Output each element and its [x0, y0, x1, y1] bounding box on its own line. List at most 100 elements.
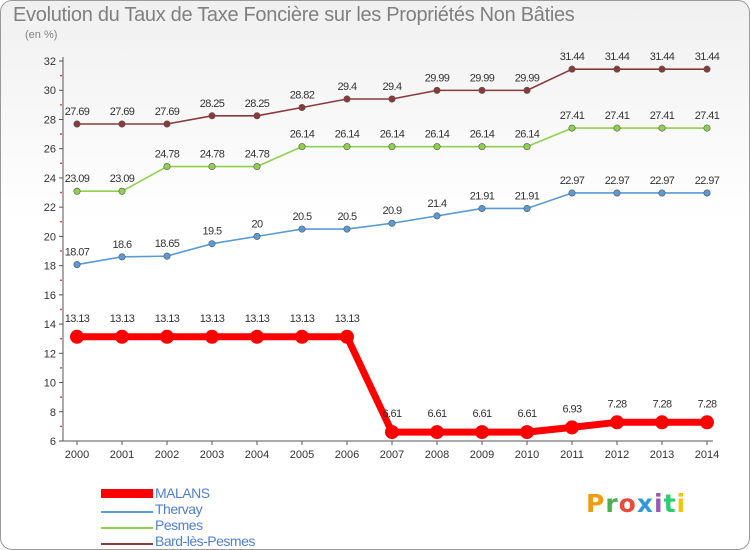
data-label-pesmes: 26.14	[380, 129, 405, 141]
data-point-bard-l-s-pesmes	[388, 95, 396, 103]
data-point-bard-l-s-pesmes	[568, 65, 576, 73]
x-tick-label: 2004	[245, 449, 269, 461]
data-label-pesmes: 23.09	[65, 173, 90, 185]
legend-swatch	[101, 511, 153, 513]
data-point-bard-l-s-pesmes	[703, 65, 711, 73]
data-point-malans	[115, 329, 129, 344]
data-label-thervay: 22.97	[695, 175, 720, 187]
data-label-pesmes: 26.14	[425, 129, 450, 141]
data-point-bard-l-s-pesmes	[433, 86, 441, 94]
data-point-thervay	[73, 261, 81, 269]
x-tick-label: 2008	[425, 449, 449, 461]
data-label-pesmes: 24.78	[245, 149, 270, 161]
data-point-malans	[295, 329, 309, 344]
y-tick-label: 22	[44, 202, 56, 214]
x-tick-label: 2000	[65, 449, 89, 461]
data-point-thervay	[163, 252, 171, 260]
data-point-malans	[520, 425, 534, 440]
data-point-pesmes	[568, 124, 576, 132]
logo-letter: t	[663, 489, 677, 518]
data-point-malans	[205, 329, 219, 344]
y-tick-label: 14	[44, 319, 56, 331]
y-tick-label: 30	[44, 85, 56, 97]
y-tick-label: 32	[44, 56, 56, 68]
y-tick-label: 10	[44, 378, 56, 390]
data-label-malans: 6.61	[472, 408, 491, 420]
data-label-malans: 13.13	[290, 313, 315, 325]
data-point-thervay	[343, 225, 351, 233]
data-label-thervay: 22.97	[650, 175, 675, 187]
data-point-bard-l-s-pesmes	[613, 65, 621, 73]
logo-letter: o	[618, 489, 637, 518]
y-minor-tick	[60, 279, 62, 282]
data-point-bard-l-s-pesmes	[658, 65, 666, 73]
data-point-malans	[610, 415, 624, 430]
x-tick-label: 2007	[380, 449, 404, 461]
data-point-thervay	[523, 204, 531, 212]
legend-swatch	[101, 543, 153, 545]
x-tick-label: 2014	[695, 449, 719, 461]
series-line-thervay	[76, 192, 707, 266]
logo-letter: x	[636, 489, 654, 518]
data-label-thervay: 18.07	[65, 247, 90, 259]
x-tick-label: 2005	[290, 449, 314, 461]
data-point-bard-l-s-pesmes	[253, 112, 261, 120]
data-point-malans	[385, 425, 399, 440]
data-label-pesmes: 23.09	[110, 173, 135, 185]
y-minor-tick	[60, 250, 62, 252]
data-label-pesmes: 26.14	[515, 129, 540, 141]
data-label-malans: 7.28	[607, 398, 626, 410]
data-label-malans: 6.61	[427, 408, 446, 420]
data-label-thervay: 18.65	[155, 238, 180, 250]
data-label-bard-l-s-pesmes: 29.99	[470, 72, 495, 84]
logo-letter: i	[676, 489, 687, 518]
y-minor-tick	[60, 425, 62, 428]
data-point-malans	[565, 420, 579, 435]
logo-letter: r	[605, 489, 619, 518]
data-point-pesmes	[73, 187, 81, 195]
data-label-thervay: 19.5	[202, 226, 221, 238]
data-label-pesmes: 26.14	[335, 129, 360, 141]
y-tick-label: 26	[44, 144, 56, 156]
data-label-pesmes: 27.41	[650, 110, 675, 122]
data-point-malans	[250, 329, 264, 344]
data-label-bard-l-s-pesmes: 28.82	[290, 89, 315, 101]
y-minor-tick	[60, 191, 62, 194]
data-label-bard-l-s-pesmes: 29.99	[425, 72, 450, 84]
data-point-pesmes	[208, 163, 216, 171]
data-point-thervay	[703, 189, 711, 197]
legend-label: Thervay	[155, 501, 203, 517]
y-minor-tick	[60, 367, 62, 369]
data-label-bard-l-s-pesmes: 28.25	[245, 98, 270, 110]
data-label-malans: 7.28	[697, 398, 716, 410]
legend-label: Pesmes	[155, 517, 203, 533]
data-label-malans: 6.93	[562, 403, 581, 415]
data-label-pesmes: 24.78	[155, 149, 180, 161]
y-tick-label: 28	[44, 114, 56, 126]
data-label-pesmes: 26.14	[290, 129, 315, 141]
data-point-pesmes	[658, 124, 666, 132]
data-label-thervay: 20.5	[337, 211, 356, 223]
data-label-pesmes: 27.41	[695, 110, 720, 122]
data-point-thervay	[478, 204, 486, 212]
data-point-bard-l-s-pesmes	[478, 86, 486, 94]
data-label-malans: 13.13	[245, 313, 270, 325]
data-label-thervay: 21.4	[427, 198, 446, 210]
y-minor-tick	[60, 396, 62, 399]
data-point-pesmes	[433, 143, 441, 151]
data-label-bard-l-s-pesmes: 29.99	[515, 72, 540, 84]
data-point-thervay	[568, 189, 576, 197]
y-tick-label: 6	[50, 436, 56, 448]
data-point-malans	[700, 415, 714, 430]
data-label-thervay: 21.91	[470, 190, 495, 202]
y-minor-tick	[60, 220, 62, 223]
y-tick-label: 8	[50, 407, 56, 419]
data-label-bard-l-s-pesmes: 31.44	[695, 51, 720, 63]
data-label-malans: 6.61	[382, 408, 401, 420]
data-point-bard-l-s-pesmes	[208, 112, 216, 120]
data-point-thervay	[658, 189, 666, 197]
data-label-pesmes: 27.41	[560, 110, 585, 122]
x-tick-label: 2001	[110, 449, 134, 461]
data-label-pesmes: 24.78	[200, 149, 225, 161]
